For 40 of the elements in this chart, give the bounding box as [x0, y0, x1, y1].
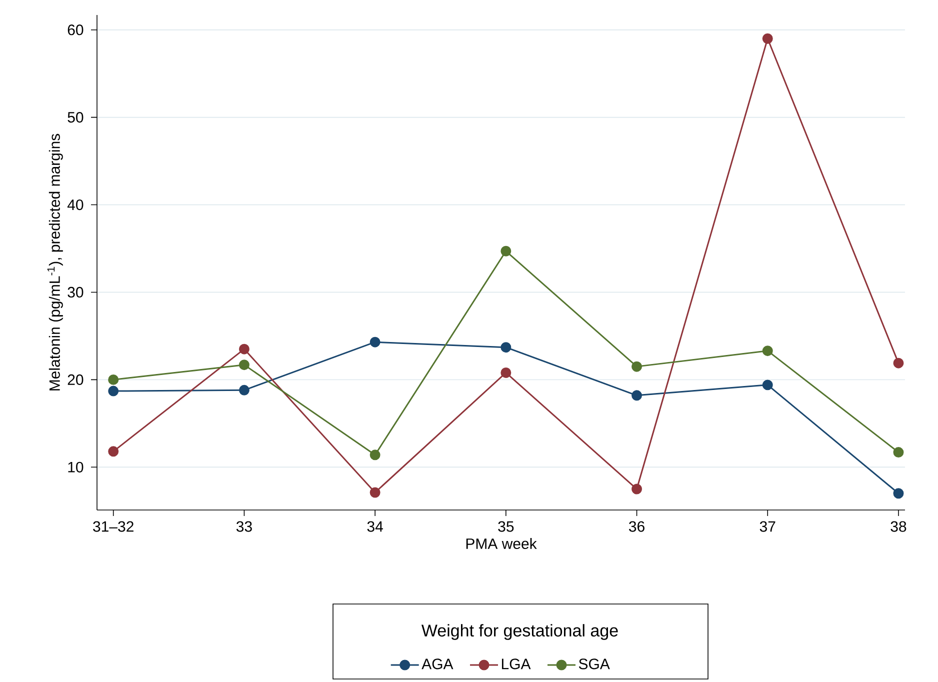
point — [893, 358, 904, 368]
legend-label: LGA — [502, 658, 531, 670]
y-tick-label: 40 — [67, 199, 84, 210]
point — [893, 488, 904, 499]
point — [500, 246, 512, 256]
y-tick-label: 30 — [68, 286, 84, 298]
x-tick-label: 34 — [367, 521, 383, 532]
point — [500, 367, 512, 378]
x-axis-title: PMA week — [466, 538, 537, 550]
point — [893, 447, 904, 458]
y-tick-label: 50 — [68, 112, 84, 123]
point — [632, 390, 642, 401]
point — [238, 360, 250, 370]
point — [108, 374, 119, 385]
x-tick-label: 38 — [890, 521, 906, 532]
point — [762, 33, 773, 44]
point — [500, 342, 512, 353]
point — [238, 384, 250, 396]
point — [632, 484, 642, 494]
x-tick-label: 33 — [236, 521, 252, 532]
point — [108, 386, 119, 396]
legend-label: SGA — [578, 658, 610, 670]
legend-label: AGA — [422, 658, 454, 670]
point — [370, 450, 380, 460]
legend-title: Weight for gestational age — [421, 624, 618, 640]
x-tick-label: 35 — [498, 521, 514, 532]
x-tick-label: 36 — [629, 521, 644, 532]
y-axis-title: Melatonin (pg/mL$^{-1}$), predicted margins — [47, 134, 63, 390]
point — [238, 344, 250, 354]
x-tick-label: 37 — [760, 521, 776, 532]
point — [762, 346, 773, 356]
y-tick-label: 20 — [68, 374, 84, 385]
point — [632, 361, 642, 372]
point — [370, 487, 380, 498]
y-tick-label: 60 — [68, 24, 84, 36]
y-tick-label: 10 — [68, 462, 84, 472]
point — [370, 336, 380, 348]
point — [108, 446, 119, 457]
x-tick-label: 31–32 — [93, 521, 134, 532]
point — [762, 380, 773, 390]
